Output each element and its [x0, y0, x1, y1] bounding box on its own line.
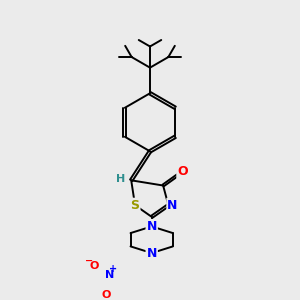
Text: −: − — [85, 256, 93, 266]
Text: N: N — [146, 220, 157, 233]
Text: O: O — [90, 261, 99, 272]
Text: N: N — [105, 270, 114, 280]
Text: O: O — [177, 165, 188, 178]
Text: H: H — [116, 174, 126, 184]
Text: N: N — [146, 247, 157, 260]
Text: +: + — [109, 264, 117, 274]
Text: S: S — [130, 199, 140, 212]
Text: N: N — [167, 199, 178, 212]
Text: O: O — [101, 290, 111, 300]
